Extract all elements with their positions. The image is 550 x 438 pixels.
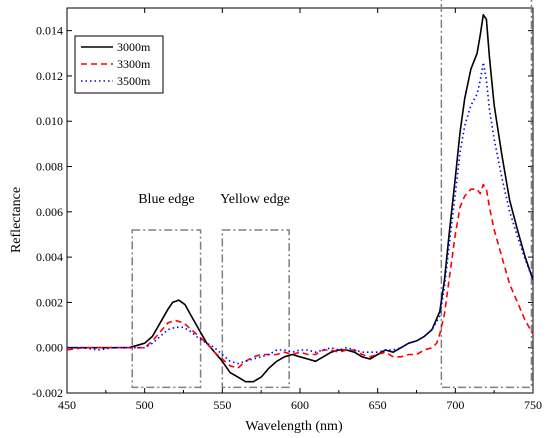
legend-label: 3000m: [117, 40, 151, 54]
series-line-3300m: [66, 183, 534, 369]
y-tick-label: 0.008: [36, 160, 63, 174]
x-tick-label: 500: [136, 398, 154, 412]
y-tick-label: 0.014: [36, 24, 63, 38]
y-axis-title: Reflectance: [9, 187, 24, 253]
axes: 450 500 550 600 650 700 750 -0.002 0.000 0.002 0.0…: [32, 7, 542, 412]
x-tick-label: 700: [446, 398, 464, 412]
x-tick-label: 550: [213, 398, 231, 412]
y-tick-label: -0.002: [32, 386, 63, 400]
legend-label: 3300m: [117, 57, 151, 71]
y-tick-label: 0.002: [36, 295, 63, 309]
y-tick-label: 0.010: [36, 114, 63, 128]
legend-label: 3500m: [117, 74, 151, 88]
y-tick-label: 0.012: [36, 69, 63, 83]
legend: 3000m 3300m 3500m: [74, 35, 164, 94]
legend-box: [74, 35, 164, 94]
x-tick-label: 450: [58, 398, 76, 412]
x-axis-title: Wavelength (nm): [245, 419, 343, 434]
x-tick-label: 600: [291, 398, 309, 412]
annotation-box: [131, 229, 202, 389]
annotation-label: Blue edge: [138, 192, 194, 207]
annotation-box: [440, 0, 533, 389]
x-tick-label: 650: [369, 398, 387, 412]
y-tick-label: 0.000: [36, 341, 63, 355]
annotation-box: [221, 229, 290, 389]
y-tick-label: 0.004: [36, 250, 63, 264]
series-group: [66, 14, 534, 383]
annotation-label: Yellow edge: [220, 192, 290, 207]
y-tick-label: 0.006: [36, 205, 63, 219]
x-tick-label: 750: [524, 398, 542, 412]
